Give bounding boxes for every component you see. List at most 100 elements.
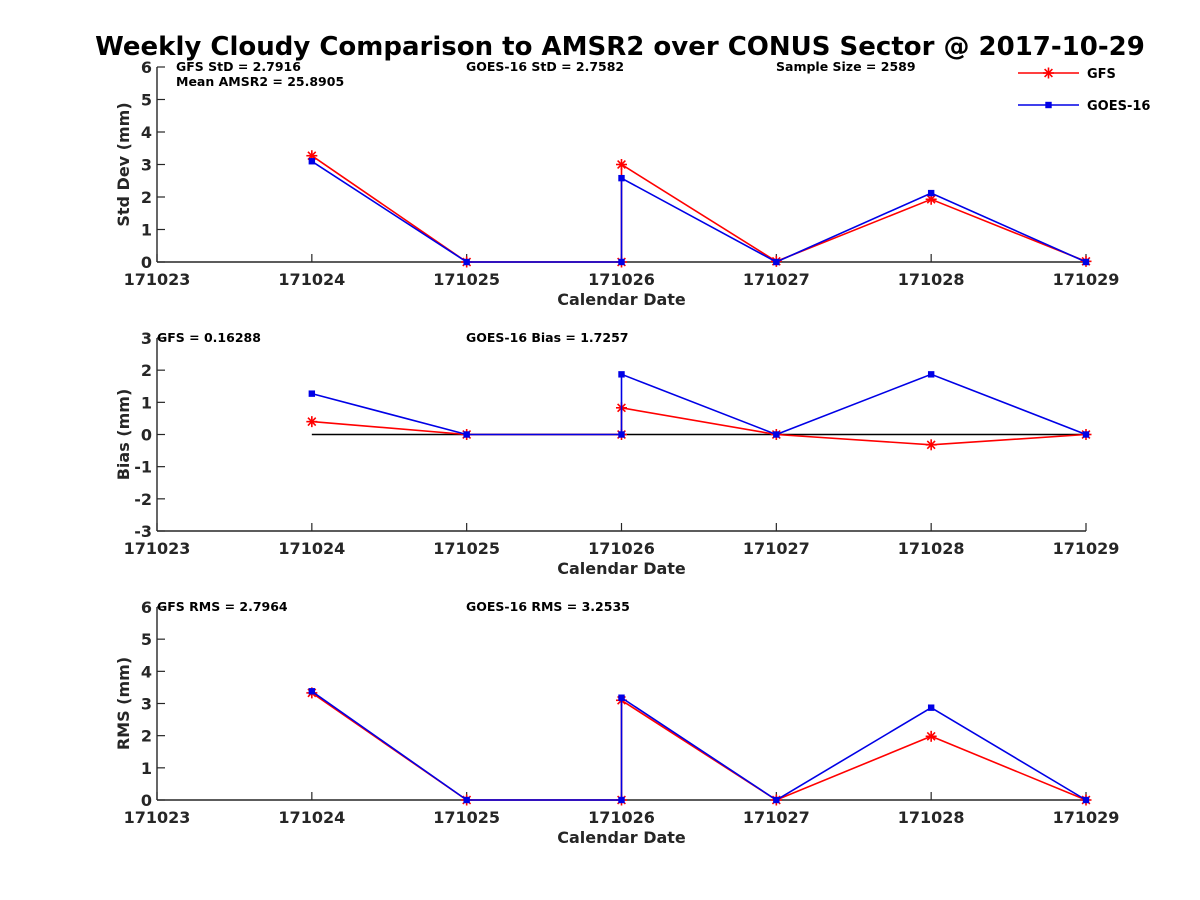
gfs-series-line: [311, 692, 1087, 801]
goes-16-point: [463, 796, 470, 804]
goes-16-point: [618, 371, 625, 378]
x-tick-label: 171029: [1053, 808, 1120, 827]
x-tick-label: 171028: [898, 808, 965, 827]
y-tick-label: 3: [141, 156, 152, 175]
chart-panels: 0 1 2 3 4 5 6 171023 171024 171025 171026 171027 171…: [114, 58, 1119, 847]
x-axis-label: Calendar Date: [557, 828, 686, 847]
subplot-1: 0 1 2 3 4 5 6 171023 171024 171025 171026 171027 171…: [114, 58, 1119, 309]
y-tick-label: 2: [141, 361, 152, 380]
gfs-series-line: [311, 406, 1087, 446]
stats-annotation: GFS = 0.16288: [157, 330, 261, 345]
stats-annotation: GFS StD = 2.7916: [176, 59, 301, 74]
y-tick-label: -1: [134, 458, 152, 477]
y-tick-label: 3: [141, 695, 152, 714]
goes-16-point: [618, 258, 625, 266]
y-tick-label: 6: [141, 58, 152, 77]
goes-16-point: [1082, 796, 1090, 804]
goes-16-point: [773, 796, 780, 804]
legend-item: GFS: [1018, 67, 1116, 82]
y-tick-label: 0: [141, 791, 152, 810]
y-tick-label: 5: [141, 630, 152, 649]
x-tick-label: 171026: [588, 808, 655, 827]
y-tick-label: -2: [134, 490, 152, 509]
y-tick-label: 1: [141, 221, 152, 240]
goes-16-point: [618, 796, 625, 804]
x-tick-label: 171024: [278, 808, 345, 827]
goes-16-series-line: [311, 160, 1087, 263]
gfs-point: [925, 730, 937, 742]
y-tick-label: -3: [134, 522, 152, 541]
goes-16-point: [1082, 431, 1090, 438]
x-tick-label: 171027: [743, 808, 810, 827]
x-tick-label: 171026: [588, 270, 655, 289]
y-axis-label: RMS (mm): [114, 657, 133, 750]
y-tick-label: 2: [141, 727, 152, 746]
stats-annotation: Mean AMSR2 = 25.8905: [176, 74, 344, 89]
goes-16-point: [308, 688, 316, 695]
goes-16-point: [463, 431, 470, 438]
y-tick-label: 1: [141, 393, 152, 412]
y-tick-label: 0: [141, 426, 152, 445]
x-tick-label: 171028: [898, 270, 965, 289]
goes-16-series-line: [311, 690, 1087, 801]
legend-label: GOES-16: [1087, 99, 1150, 114]
goes-16-point: [927, 189, 935, 197]
gfs-series-line: [311, 155, 1087, 263]
x-tick-label: 171028: [898, 539, 965, 558]
goes-16-point: [773, 431, 780, 438]
legend-label: GFS: [1087, 67, 1116, 82]
gfs-point: [306, 416, 318, 428]
goes-16-series-line: [311, 373, 1087, 436]
y-tick-label: 1: [141, 759, 152, 778]
subplot-2: -3 -2 -1 0 1 2 3 171023 171024 171025 171026 171027…: [114, 329, 1119, 578]
x-tick-label: 171029: [1053, 539, 1120, 558]
goes-16-point: [618, 174, 625, 182]
goes-16-point: [773, 258, 780, 266]
goes-16-point: [1082, 258, 1090, 266]
y-tick-label: 5: [141, 91, 152, 110]
y-tick-label: 4: [141, 123, 152, 142]
legend: GFS GOES-16: [1018, 67, 1150, 114]
legend-marker: [1043, 67, 1054, 79]
x-tick-label: 171024: [278, 270, 345, 289]
y-tick-label: 2: [141, 188, 152, 207]
x-tick-label: 171027: [743, 270, 810, 289]
gfs-point: [925, 439, 937, 451]
x-tick-label: 171023: [124, 270, 191, 289]
gfs-point: [616, 159, 627, 170]
goes-16-point: [927, 371, 935, 378]
x-tick-label: 171026: [588, 539, 655, 558]
stats-annotation: GFS RMS = 2.7964: [157, 599, 288, 614]
goes-16-point: [463, 258, 470, 266]
x-tick-label: 171025: [433, 539, 500, 558]
x-tick-label: 171024: [278, 539, 345, 558]
y-tick-label: 4: [141, 662, 152, 681]
x-tick-label: 171023: [124, 539, 191, 558]
x-axis-label: Calendar Date: [557, 290, 686, 309]
stats-annotation: GOES-16 StD = 2.7582: [466, 59, 624, 74]
figure-title: Weekly Cloudy Comparison to AMSR2 over C…: [95, 32, 1145, 62]
x-tick-label: 171025: [433, 808, 500, 827]
stats-annotation: GOES-16 RMS = 3.2535: [466, 599, 630, 614]
goes-16-point: [308, 390, 316, 397]
x-tick-label: 171027: [743, 539, 810, 558]
subplot-3: 0 1 2 3 4 5 6 171023 171024 171025 171026 171027 171…: [114, 598, 1119, 847]
goes-16-point: [618, 694, 625, 701]
y-axis-label: Bias (mm): [114, 389, 133, 481]
y-axis-label: Std Dev (mm): [114, 102, 133, 226]
goes-16-point: [618, 431, 625, 438]
x-tick-label: 171023: [124, 808, 191, 827]
x-tick-label: 171029: [1053, 270, 1120, 289]
stats-annotation: Sample Size = 2589: [776, 59, 916, 74]
legend-marker: [1045, 101, 1052, 109]
x-tick-label: 171025: [433, 270, 500, 289]
goes-16-point: [927, 704, 935, 711]
y-tick-label: 3: [141, 329, 152, 348]
legend-item: GOES-16: [1018, 99, 1150, 114]
y-tick-label: 0: [141, 253, 152, 272]
y-tick-label: 6: [141, 598, 152, 617]
stats-annotation: GOES-16 Bias = 1.7257: [466, 330, 628, 345]
goes-16-point: [308, 158, 316, 165]
x-axis-label: Calendar Date: [557, 559, 686, 578]
